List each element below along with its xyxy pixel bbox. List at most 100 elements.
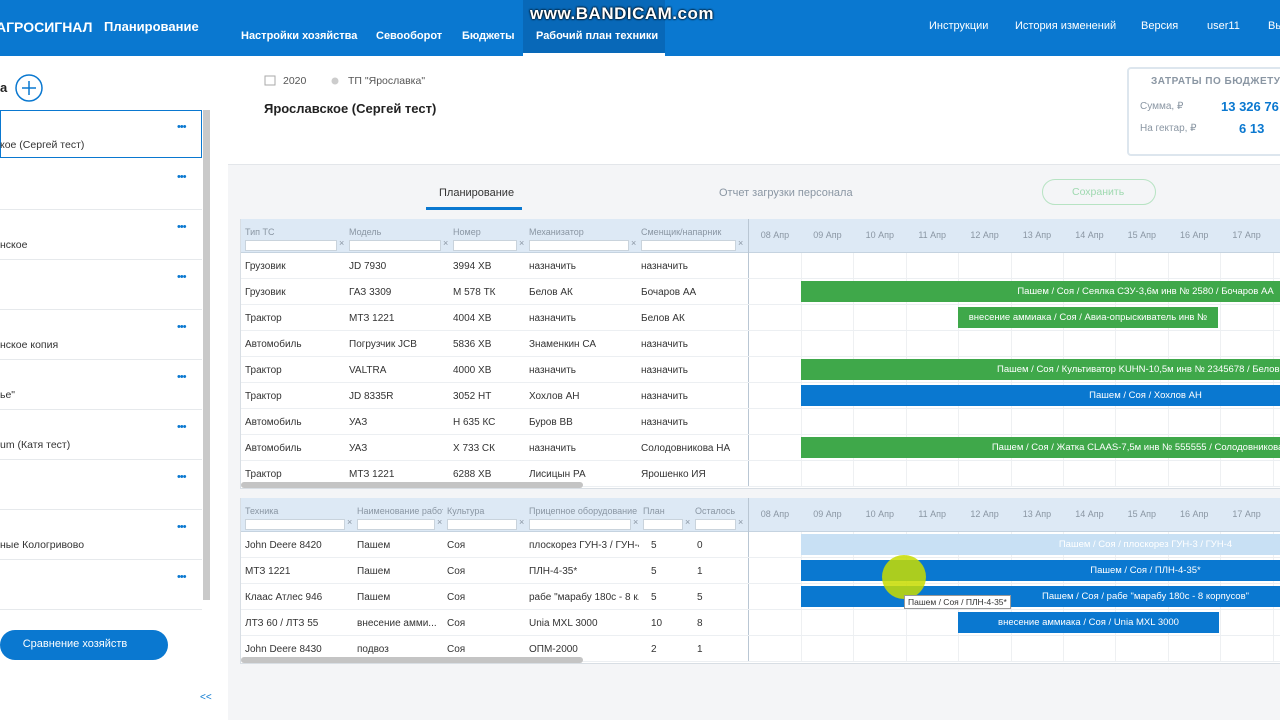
more-icon[interactable]: ••• (177, 171, 187, 183)
column-header: Наименование работ (357, 506, 443, 516)
filter-clear[interactable]: × (347, 517, 353, 527)
farm-item[interactable] (0, 260, 202, 310)
gantt-bar[interactable]: Пашем / Соя / рабе "марабу 180с - 8 корп… (801, 586, 1280, 607)
compare-button-bg[interactable] (0, 630, 168, 660)
tab[interactable]: Планирование (439, 187, 515, 199)
gantt-bar[interactable]: Пашем / Соя / Хохлов АН (801, 385, 1280, 406)
gantt-bar[interactable]: Пашем / Соя / ПЛН-4-35* (801, 560, 1280, 581)
table-cell: Белов АК (529, 287, 573, 298)
column-header: Сменщик/напарник (641, 227, 722, 237)
gantt-bar[interactable]: Пашем / Соя / Жатка CLAAS-7,5м инв № 555… (801, 437, 1280, 458)
farm-item[interactable] (0, 110, 202, 158)
more-icon[interactable]: ••• (177, 321, 187, 333)
save-button-frame[interactable] (1042, 179, 1156, 205)
farm-item[interactable] (0, 410, 202, 460)
right-nav-item[interactable]: Версия (1141, 20, 1179, 32)
filter-input[interactable] (453, 240, 517, 251)
nav-item[interactable]: Бюджеты (462, 30, 515, 42)
row-line (241, 382, 1280, 383)
column-header: Культура (447, 506, 485, 516)
filter-input[interactable] (643, 519, 683, 530)
table-cell: JD 8335R (349, 391, 394, 402)
table-cell: УАЗ (349, 417, 368, 428)
gantt-bar[interactable]: Пашем / Соя / Сеялка СЗУ-3,6м инв № 2580… (801, 281, 1280, 302)
table-cell: ОПМ-2000 (529, 644, 578, 655)
filter-input[interactable] (245, 519, 345, 530)
right-nav-item[interactable]: user11 (1207, 20, 1240, 32)
right-nav-item[interactable]: История изменений (1015, 20, 1117, 32)
more-icon[interactable]: ••• (177, 421, 187, 433)
tooltip: Пашем / Соя / ПЛН-4-35* (904, 595, 1011, 609)
table-cell: назначить (529, 261, 577, 272)
filter-input[interactable] (357, 519, 435, 530)
table-cell: JD 7930 (349, 261, 387, 272)
date-header: 12 Апр (970, 509, 999, 519)
table-cell: Автомобиль (245, 339, 302, 350)
row-line (241, 434, 1280, 435)
save-button[interactable]: Сохранить (1072, 186, 1125, 198)
filter-clear[interactable]: × (738, 517, 744, 527)
filter-input[interactable] (245, 240, 337, 251)
farm-item[interactable] (0, 510, 202, 560)
table-cell: МТЗ 1221 (245, 566, 291, 577)
more-icon[interactable]: ••• (177, 521, 187, 533)
date-header: 11 Апр (918, 509, 947, 519)
add-icon[interactable] (14, 73, 44, 103)
filter-input[interactable] (529, 240, 629, 251)
filter-clear[interactable]: × (738, 238, 744, 248)
gantt-bar[interactable]: внесение аммиака / Соя / Авиа-опрыскиват… (958, 307, 1218, 328)
table-cell: МТЗ 1221 (349, 469, 395, 480)
table-cell: назначить (529, 313, 577, 324)
filter-input[interactable] (447, 519, 517, 530)
more-icon[interactable]: ••• (177, 471, 187, 483)
compare-button[interactable]: Сравнение хозяйств (22, 638, 128, 650)
filter-clear[interactable]: × (519, 238, 525, 248)
tab[interactable]: Отчет загрузки персонала (719, 187, 853, 199)
farm-item[interactable] (0, 160, 202, 210)
filter-input[interactable] (641, 240, 736, 251)
active-nav-bg (523, 0, 665, 56)
gantt-bar[interactable]: Пашем / Соя / Культиватор KUHN-10,5м инв… (801, 359, 1280, 380)
row-line (241, 486, 1280, 487)
filter-clear[interactable]: × (437, 517, 443, 527)
table-cell: назначить (641, 391, 689, 402)
filter-clear[interactable]: × (519, 517, 525, 527)
filter-clear[interactable]: × (633, 517, 639, 527)
table-cell: Белов АК (641, 313, 685, 324)
farm-item[interactable] (0, 560, 202, 610)
filter-clear[interactable]: × (685, 517, 691, 527)
filter-clear[interactable]: × (631, 238, 637, 248)
tab-underline (426, 207, 522, 210)
farm-item[interactable] (0, 360, 202, 410)
more-icon[interactable]: ••• (177, 571, 187, 583)
table-cell: Трактор (245, 365, 282, 376)
table-cell: Соя (447, 540, 466, 551)
farm-item[interactable] (0, 310, 202, 360)
table-cell: МТЗ 1221 (349, 313, 395, 324)
right-nav-item[interactable]: Инструкции (929, 20, 989, 32)
more-icon[interactable]: ••• (177, 271, 187, 283)
filter-clear[interactable]: × (443, 238, 449, 248)
more-icon[interactable]: ••• (177, 371, 187, 383)
collapse[interactable]: << (200, 692, 212, 703)
right-nav-item[interactable]: Вы (1268, 20, 1280, 32)
table-cell: Автомобиль (245, 443, 302, 454)
filter-input[interactable] (529, 519, 631, 530)
nav-item[interactable]: Рабочий план техники (536, 30, 659, 42)
nav-item[interactable]: Настройки хозяйства (241, 30, 358, 42)
gantt-bar[interactable]: внесение аммиака / Соя / Unia MXL 3000 (958, 612, 1219, 633)
more-icon[interactable]: ••• (177, 221, 187, 233)
filter-clear[interactable]: × (339, 238, 345, 248)
nav-item[interactable]: Севооборот (376, 30, 443, 42)
gantt-bar[interactable]: Пашем / Соя / плоскорез ГУН-3 / ГУН-4 (801, 534, 1280, 555)
more-icon[interactable]: ••• (177, 121, 187, 133)
farm-item[interactable] (0, 210, 202, 260)
table-cell: назначить (641, 365, 689, 376)
table-cell: Трактор (245, 313, 282, 324)
table-cell: назначить (641, 339, 689, 350)
farm-item[interactable] (0, 460, 202, 510)
table-cell: 5836 ХВ (453, 339, 492, 350)
filter-input[interactable] (695, 519, 736, 530)
filter-input[interactable] (349, 240, 441, 251)
